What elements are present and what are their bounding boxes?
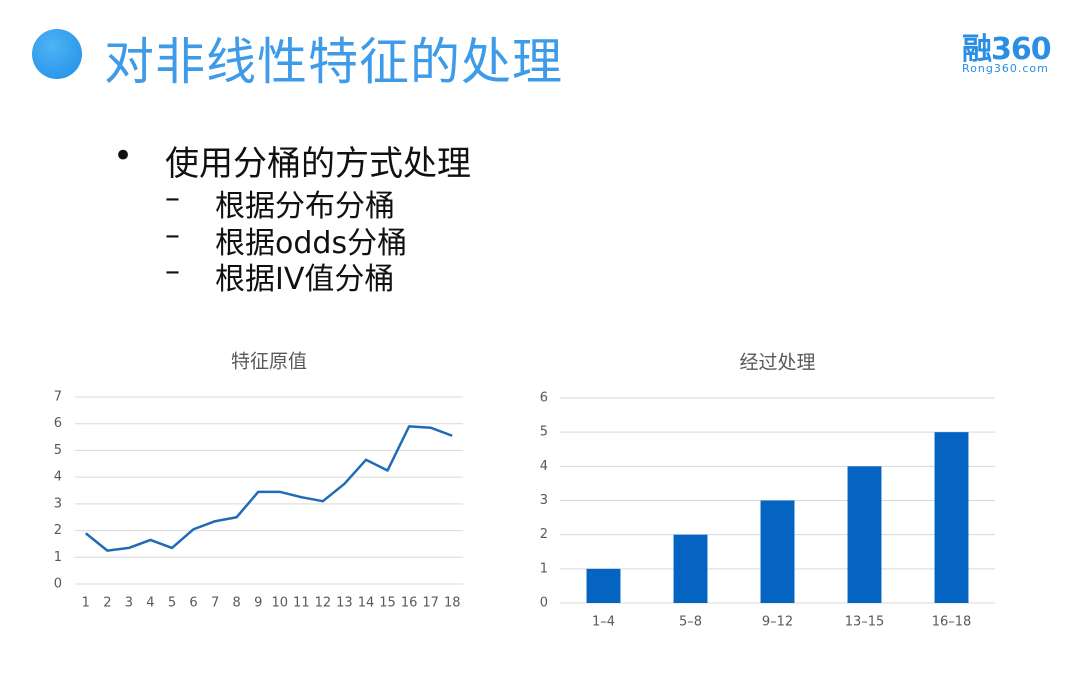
y-tick-label: 4	[540, 459, 548, 474]
y-tick-label: 2	[54, 523, 62, 538]
x-tick-label: 4	[146, 596, 154, 611]
bullet: 使用分桶的方式处理	[113, 136, 471, 185]
y-tick-label: 4	[54, 470, 62, 485]
chart-title: 特征原值	[231, 351, 307, 373]
y-tick-label: 3	[54, 496, 62, 511]
sub-bullet: 根据IV值分桶	[165, 254, 394, 298]
x-tick-label: 9–12	[762, 615, 793, 630]
y-tick-label: 6	[540, 391, 548, 406]
bar	[847, 466, 882, 603]
chart-title: 经过处理	[739, 352, 815, 374]
logo-subtitle: Rong360.com	[962, 62, 1049, 75]
y-tick-label: 2	[540, 527, 548, 542]
x-tick-label: 10	[272, 596, 289, 611]
y-tick-label: 1	[54, 550, 62, 565]
x-tick-label: 13–15	[845, 615, 885, 630]
x-tick-label: 1	[82, 596, 90, 611]
bar	[586, 568, 621, 603]
y-tick-label: 0	[540, 596, 548, 611]
x-tick-label: 11	[293, 596, 310, 611]
bar	[760, 500, 795, 603]
y-tick-label: 3	[540, 493, 548, 508]
x-tick-label: 12	[315, 596, 332, 611]
x-tick-label: 1–4	[592, 615, 615, 630]
slide-title: 对非线性特征的处理	[104, 33, 563, 91]
y-tick-label: 0	[54, 577, 62, 592]
x-tick-label: 16–18	[932, 615, 972, 630]
y-tick-label: 1	[540, 561, 548, 576]
data-line	[84, 425, 453, 552]
y-tick-label: 6	[54, 416, 62, 431]
x-tick-label: 2	[103, 596, 111, 611]
x-tick-label: 8	[233, 596, 241, 611]
x-tick-label: 5–8	[679, 615, 702, 630]
title-dot	[32, 29, 82, 79]
x-tick-label: 16	[401, 596, 418, 611]
x-tick-label: 18	[444, 596, 461, 611]
y-tick-label: 7	[54, 390, 62, 405]
x-tick-label: 9	[254, 596, 262, 611]
y-tick-label: 5	[54, 443, 62, 458]
x-tick-label: 7	[211, 596, 219, 611]
x-tick-label: 5	[168, 596, 176, 611]
x-tick-label: 14	[358, 596, 375, 611]
bar	[673, 534, 708, 603]
x-tick-label: 3	[125, 596, 133, 611]
bar	[934, 432, 969, 603]
y-tick-label: 5	[540, 425, 548, 440]
x-tick-label: 15	[379, 596, 396, 611]
logo: 融360	[962, 32, 1052, 67]
x-tick-label: 6	[189, 596, 197, 611]
x-tick-label: 17	[422, 596, 439, 611]
x-tick-label: 13	[336, 596, 353, 611]
